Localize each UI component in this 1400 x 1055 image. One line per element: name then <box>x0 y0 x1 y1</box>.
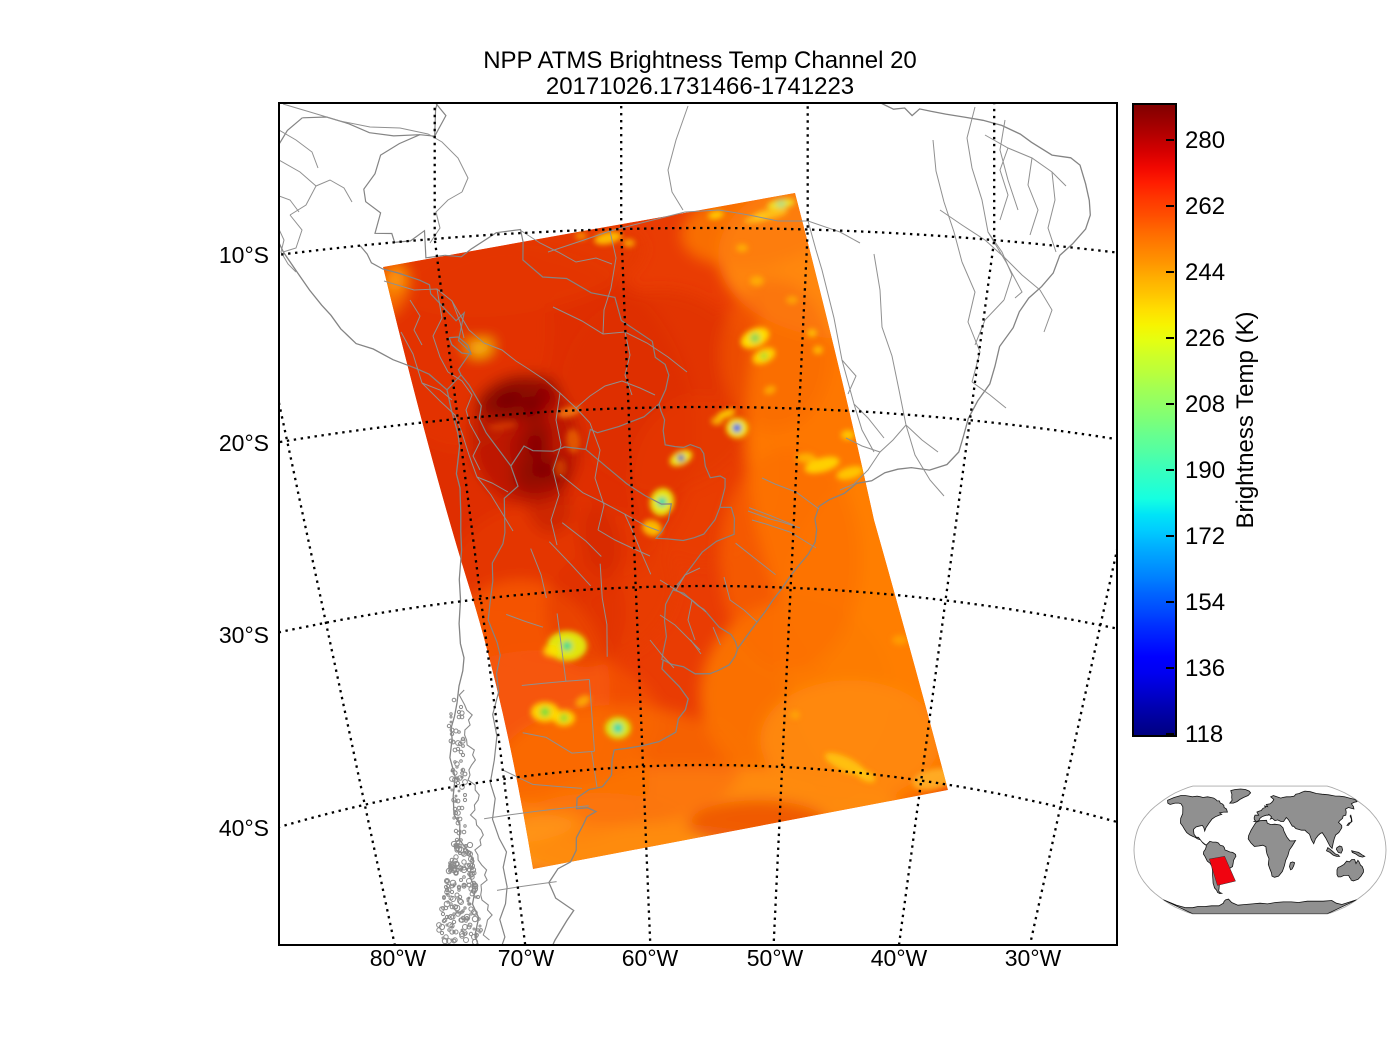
svg-text:40°S: 40°S <box>219 815 269 841</box>
svg-text:154: 154 <box>1185 589 1225 616</box>
svg-text:20°S: 20°S <box>219 430 269 456</box>
svg-text:208: 208 <box>1185 391 1225 418</box>
svg-text:30°W: 30°W <box>1005 945 1062 971</box>
svg-text:136: 136 <box>1185 655 1225 682</box>
svg-text:20171026.1731466-1741223: 20171026.1731466-1741223 <box>546 73 854 100</box>
svg-text:10°S: 10°S <box>219 242 269 268</box>
svg-text:30°S: 30°S <box>219 622 269 648</box>
svg-text:118: 118 <box>1185 721 1223 748</box>
svg-text:280: 280 <box>1185 127 1225 154</box>
svg-text:50°W: 50°W <box>747 945 804 971</box>
svg-text:190: 190 <box>1185 457 1225 484</box>
svg-text:Brightness Temp (K): Brightness Temp (K) <box>1232 312 1259 529</box>
svg-text:80°W: 80°W <box>370 945 427 971</box>
svg-text:262: 262 <box>1185 193 1225 220</box>
svg-text:172: 172 <box>1185 523 1225 550</box>
svg-text:70°W: 70°W <box>498 945 555 971</box>
svg-text:NPP ATMS Brightness Temp Chann: NPP ATMS Brightness Temp Channel 20 <box>483 47 917 74</box>
svg-text:226: 226 <box>1185 325 1225 352</box>
svg-text:244: 244 <box>1185 259 1225 286</box>
svg-text:40°W: 40°W <box>871 945 928 971</box>
svg-text:60°W: 60°W <box>622 945 679 971</box>
